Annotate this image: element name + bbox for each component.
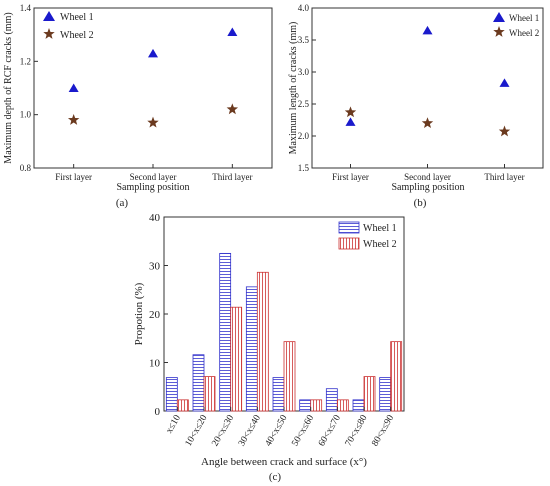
chart-b: 1.5 2.0 2.5 3.0 3.5 4.0 First layer Second laye… — [288, 3, 544, 209]
chart-c-ytick-label: 10 — [149, 358, 161, 370]
chart-a-ylabel: Maximum depth of RCF cracks (mm) — [3, 12, 14, 163]
chart-c-legend: Wheel 1 Wheel 2 — [338, 221, 397, 250]
chart-a-xtick-label: Third layer — [212, 172, 252, 182]
chart-c-bar-wheel1 — [379, 377, 392, 412]
chart-c-bar-wheel1 — [245, 286, 258, 412]
chart-a-ytick-label: 1.2 — [20, 56, 31, 66]
chart-c-bar-wheel1 — [165, 377, 178, 412]
chart-c-ytick-label: 20 — [149, 309, 161, 321]
chart-a-xlabel: Sampling position — [116, 182, 189, 193]
chart-a-legend-triangle-icon — [43, 11, 55, 21]
chart-a-ytick-label: 0.8 — [20, 163, 32, 173]
chart-a-panel-label: (a) — [116, 197, 129, 209]
chart-c-panel-label: (c) — [269, 471, 282, 483]
chart-c-xtick-label: 40<x≤50 — [264, 413, 290, 448]
chart-c-bar-wheel2 — [256, 271, 269, 412]
chart-c-xlabel: Angle between crack and surface (x°) — [201, 456, 367, 468]
chart-c-bar-wheel2 — [390, 341, 403, 412]
chart-c-bar-wheel1 — [352, 399, 365, 412]
chart-b-point-wheel1 — [345, 117, 356, 126]
chart-b-xtick-label: Second layer — [404, 172, 451, 182]
chart-b-point-wheel2 — [421, 117, 434, 129]
chart-b-ytick-label: 2.5 — [298, 99, 310, 109]
chart-c-legend-wheel2-swatch — [338, 237, 360, 250]
chart-b-legend: Wheel 1 Wheel 2 — [493, 12, 539, 38]
chart-b-legend-triangle-icon — [493, 12, 505, 22]
chart-a-legend-wheel1: Wheel 1 — [60, 12, 94, 23]
chart-b-xlabel: Sampling position — [391, 182, 464, 193]
chart-b-point-wheel2 — [344, 106, 357, 118]
chart-a-legend-wheel2: Wheel 2 — [60, 30, 94, 41]
chart-b-ytick-label: 4.0 — [298, 3, 310, 13]
chart-b-legend-wheel1: Wheel 1 — [509, 13, 539, 23]
chart-a-point-wheel1 — [227, 27, 238, 36]
chart-b-xtick-label: Third layer — [484, 172, 524, 182]
chart-c-bar-wheel2 — [176, 399, 189, 412]
chart-c-xtick-label: 20<x≤30 — [210, 413, 236, 448]
chart-a-point-wheel2 — [67, 114, 80, 125]
chart-c-xtick-label: 10<x≤20 — [184, 413, 210, 448]
chart-a-legend-star-icon — [43, 28, 55, 39]
chart-c-bar-wheel2 — [363, 376, 376, 412]
chart-a-legend: Wheel 1 Wheel 2 — [43, 11, 94, 41]
chart-b-marks: 1.5 2.0 2.5 3.0 3.5 4.0 First layer Second laye… — [298, 3, 525, 182]
chart-c-xtick-label: 30<x≤40 — [237, 413, 263, 448]
chart-c-xtick-label: 80<x≤90 — [370, 413, 396, 448]
chart-c-legend-wheel1: Wheel 1 — [363, 223, 397, 234]
chart-c-bar-wheel1 — [272, 377, 285, 412]
chart-a-xtick-label: First layer — [55, 172, 92, 182]
chart-a-ytick-label: 1.0 — [20, 110, 32, 120]
chart-c-bar-wheel2 — [310, 399, 323, 412]
chart-c-xtick-label: 50<x≤60 — [290, 413, 316, 448]
chart-c-legend-wheel2: Wheel 2 — [363, 239, 397, 250]
chart-c-bar-wheel2 — [336, 399, 349, 412]
chart-c-ytick-label: 0 — [155, 406, 161, 418]
chart-b-ytick-label: 3.5 — [298, 35, 310, 45]
chart-b-legend-wheel2: Wheel 2 — [509, 28, 539, 38]
chart-b-panel-label: (b) — [414, 197, 427, 209]
chart-b-ytick-label: 2.0 — [298, 131, 310, 141]
chart-b-xtick-label: First layer — [332, 172, 369, 182]
chart-c-bar-wheel1 — [325, 388, 338, 412]
chart-c-bar-wheel2 — [203, 376, 216, 412]
chart-b-point-wheel1 — [499, 78, 510, 87]
chart-c-bar-wheel2 — [230, 306, 243, 412]
chart-c-ytick-label: 30 — [149, 261, 161, 273]
chart-c: 0 10 20 30 40 x≤10 10<x≤20 20<x≤30 30<x≤40 40<x≤5… — [133, 212, 405, 483]
chart-c-ylabel: Propotion (%) — [133, 282, 145, 345]
chart-b-legend-star-icon — [493, 26, 505, 37]
chart-b-ytick-label: 3.0 — [298, 67, 310, 77]
chart-a-point-wheel2 — [147, 116, 159, 128]
chart-c-legend-wheel1-swatch — [338, 221, 360, 234]
chart-c-xtick-label: x≤10 — [165, 413, 184, 435]
chart-a-marks: 0.8 1.0 1.2 1.4 First layer Second layer Third… — [20, 3, 253, 182]
chart-a-ytick-label: 1.4 — [20, 3, 32, 13]
chart-a: 0.8 1.0 1.2 1.4 First layer Second layer Third… — [3, 3, 273, 209]
chart-c-bar-wheel1 — [219, 252, 232, 412]
chart-a-point-wheel2 — [226, 103, 239, 115]
chart-c-bar-wheel1 — [192, 354, 205, 412]
chart-b-ytick-label: 1.5 — [298, 163, 310, 173]
chart-a-point-wheel1 — [148, 48, 158, 58]
chart-c-bar-wheel1 — [299, 399, 312, 412]
chart-c-bar-wheel2 — [283, 341, 296, 412]
chart-b-point-wheel2 — [498, 125, 511, 137]
chart-a-point-wheel1 — [68, 83, 79, 92]
chart-b-point-wheel1 — [422, 25, 433, 35]
chart-c-ytick-label: 40 — [149, 212, 161, 224]
chart-a-xtick-label: Second layer — [130, 172, 177, 182]
chart-c-xtick-label: 70<x≤80 — [344, 413, 370, 448]
chart-c-xtick-label: 60<x≤70 — [317, 413, 343, 448]
chart-b-ylabel: Maximum length of cracks (mm) — [288, 22, 299, 155]
